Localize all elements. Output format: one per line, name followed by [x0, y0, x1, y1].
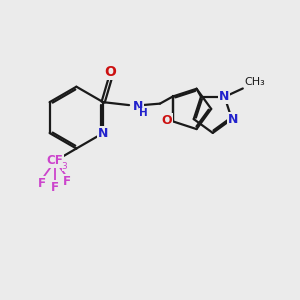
Text: N: N	[98, 127, 108, 140]
Text: F: F	[51, 181, 59, 194]
Text: N: N	[228, 112, 238, 126]
Text: O: O	[161, 114, 172, 127]
Text: CH₃: CH₃	[244, 77, 265, 87]
Text: F: F	[38, 177, 46, 190]
Text: CF: CF	[47, 154, 64, 167]
Text: O: O	[105, 65, 116, 79]
Text: N: N	[133, 100, 143, 113]
Text: N: N	[219, 90, 229, 103]
Text: H: H	[139, 108, 148, 118]
Text: F: F	[63, 175, 71, 188]
Text: 3: 3	[62, 162, 68, 171]
